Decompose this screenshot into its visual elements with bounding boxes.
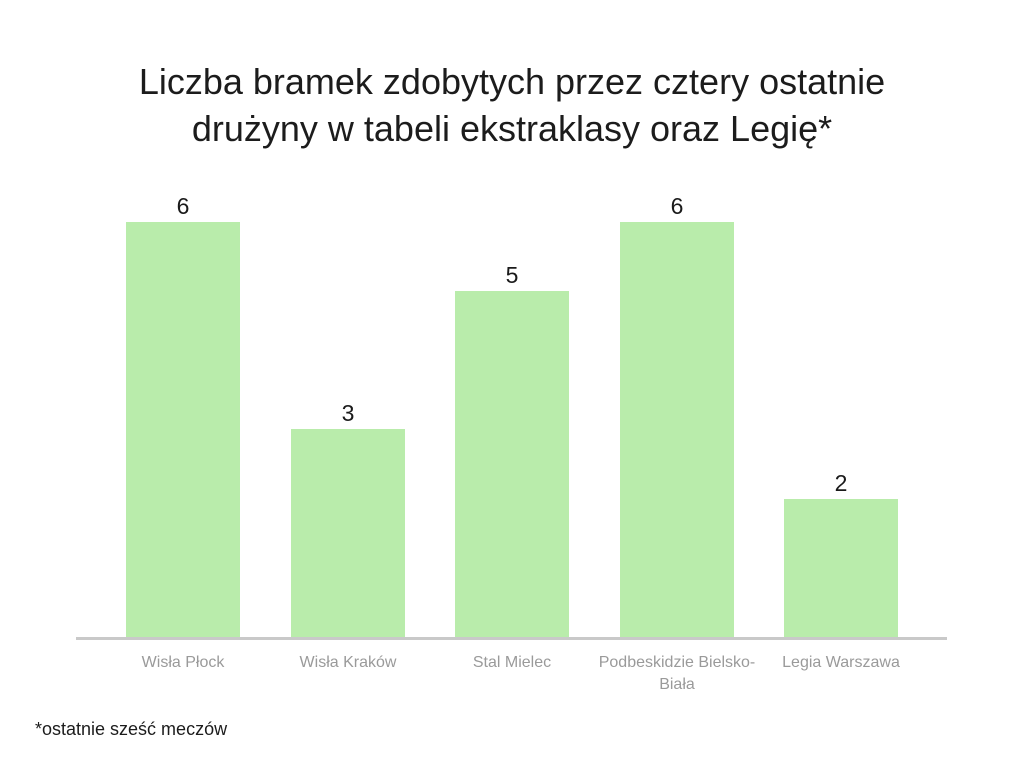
chart-title-line-2: drużyny w tabeli ekstraklasy oraz Legię* [191,108,833,149]
chart-footnote: *ostatnie sześć meczów [35,719,228,739]
chart-title-line-1: Liczba bramek zdobytych przez cztery ost… [138,61,886,102]
bar-3 [455,291,569,637]
x-axis-label-5: Legia Warszawa [782,654,900,671]
x-axis-label-1: Wisła Płock [141,654,225,671]
x-axis-line [76,637,947,640]
chart-title: Liczba bramek zdobytych przez cztery ost… [0,58,1024,152]
bar-value-label-5: 2 [834,470,848,496]
bar-value-label-4: 6 [670,193,684,219]
x-axis-label-4: Podbeskidzie Bielsko-Biała [598,654,756,693]
bar-1 [126,222,240,637]
bar-value-label-1: 6 [176,193,190,219]
bar-2 [291,429,405,637]
x-axis-label-3: Stal Mielec [472,654,552,671]
bar-5 [784,499,898,637]
x-axis-label-2: Wisła Kraków [299,654,397,671]
bar-value-label-2: 3 [341,400,355,426]
bar-4 [620,222,734,637]
bar-value-label-3: 5 [505,262,519,288]
